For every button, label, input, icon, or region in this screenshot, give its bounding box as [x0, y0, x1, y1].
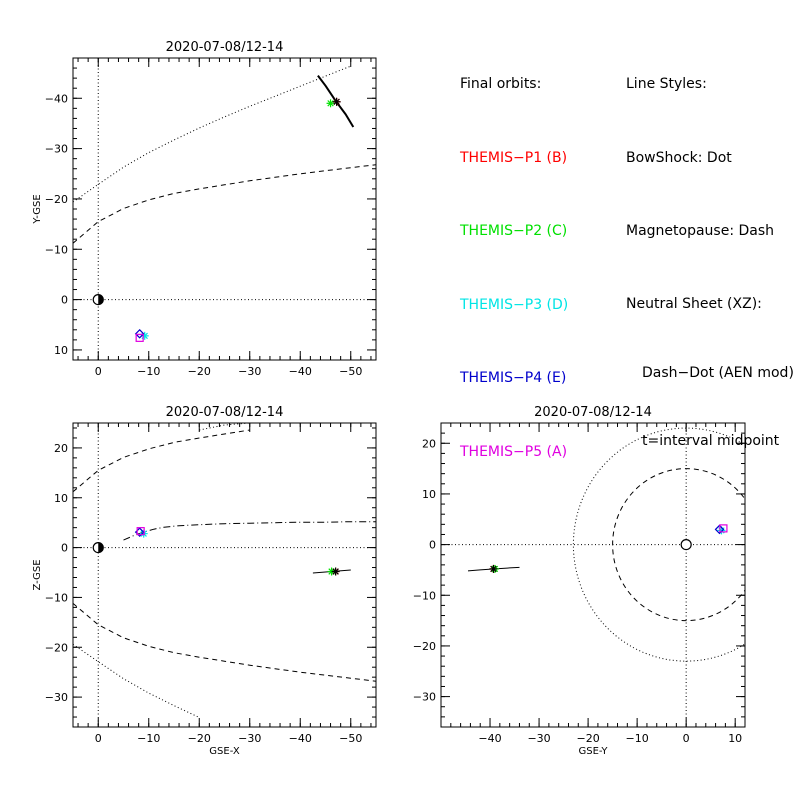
bowshock-upper: [199, 423, 250, 431]
earth-icon: [680, 538, 692, 551]
y-tick-label: 0: [429, 539, 436, 552]
legend-neutral-detail: Dash−Dot (AEN mod): [642, 364, 794, 381]
x-tick-label: −20: [576, 732, 599, 745]
neutral-sheet: [123, 521, 376, 541]
magnetopause-circle: [612, 468, 745, 622]
x-tick-label: −30: [527, 732, 550, 745]
probe-p4-marker: [714, 524, 725, 535]
y-tick-label: −10: [413, 589, 436, 602]
magnetopause-upper: [73, 429, 250, 493]
x-tick-label: −10: [137, 365, 160, 378]
legend-magnetopause: Magnetopause: Dash: [626, 223, 775, 239]
y-tick-label: −10: [45, 591, 68, 604]
earth-outline: [680, 538, 692, 551]
y-tick-label: −10: [45, 243, 68, 256]
legend-probe-p2: THEMIS−P2 (C): [460, 223, 568, 239]
x-tick-label: −10: [626, 732, 649, 745]
panel-title: 2020-07-08/12-14: [534, 405, 652, 420]
y-tick-label: −30: [45, 691, 68, 704]
magnetopause-lower: [73, 603, 376, 682]
x-axis-label: GSE-X: [209, 746, 240, 757]
legend-interval-note: t=interval midpoint: [642, 432, 780, 449]
plot-area: [73, 58, 376, 360]
y-tick-label: −30: [413, 691, 436, 704]
y-tick-label: −30: [45, 143, 68, 156]
y-tick-label: −40: [45, 92, 68, 105]
plot-frame: [72, 422, 377, 728]
orbit-track-marker: [489, 564, 498, 573]
panel-title: 2020-07-08/12-14: [166, 405, 284, 420]
x-tick-label: 10: [728, 732, 742, 745]
x-tick-label: −40: [289, 365, 312, 378]
legend-neutral-sheet: Neutral Sheet (XZ):: [626, 295, 762, 312]
panel-3: −40 −30 −20 −10 0 10 20 10 0 −10 −20 −30 2020-07-08/…: [413, 405, 746, 757]
panel-1: 0 −10 −20 −30 −40 −50 10 0 −10 −20 −30 −40 2020-07-0…: [32, 40, 377, 378]
orbit-track-marker: [331, 567, 340, 576]
x-axis-label: GSE-Y: [579, 746, 609, 757]
x-tick-label: −40: [478, 732, 501, 745]
earth-icon: [92, 294, 104, 306]
legend-line-styles: Line Styles: BowShock: Dot Magnetopause:…: [626, 23, 794, 475]
y-tick-label: 20: [54, 442, 68, 455]
x-tick-label: −10: [137, 732, 160, 745]
legend-orbits-title: Final orbits:: [460, 76, 542, 92]
earth-icon: [92, 541, 104, 554]
bowshock: [73, 65, 351, 203]
plot-area: [73, 423, 376, 727]
y-tick-label: 10: [54, 344, 68, 357]
probe-p5-marker: [136, 527, 145, 536]
y-axis-label: Z-GSE: [32, 559, 43, 590]
probe-p5-marker: [719, 524, 728, 533]
x-tick-label: −30: [238, 732, 261, 745]
y-tick-label: −20: [413, 640, 436, 653]
y-tick-label: 10: [422, 488, 436, 501]
magnetopause: [73, 164, 376, 244]
legend-styles-title: Line Styles:: [626, 76, 707, 92]
x-tick-label: −50: [339, 365, 362, 378]
legend-final-orbits: Final orbits: THEMIS−P1 (B) THEMIS−P2 (C…: [460, 23, 568, 489]
y-tick-label: −20: [45, 193, 68, 206]
y-tick-label: −20: [45, 641, 68, 654]
bowshock-lower: [73, 643, 200, 718]
legend-probe-p3: THEMIS−P3 (D): [460, 296, 569, 313]
x-tick-label: 0: [95, 732, 102, 745]
y-tick-label: 20: [422, 437, 436, 450]
x-tick-label: 0: [683, 732, 690, 745]
x-tick-label: −20: [188, 365, 211, 378]
legend-probe-p4: THEMIS−P4 (E): [460, 370, 567, 386]
y-tick-label: 0: [61, 542, 68, 555]
probe-p4-marker: [134, 328, 145, 339]
x-tick-label: −50: [339, 732, 362, 745]
probe-p2-marker: [326, 99, 335, 108]
earth-night-side: [98, 542, 104, 553]
probe-p5-marker: [135, 333, 144, 342]
earth-night-side: [98, 294, 104, 305]
orbit-track-marker: [332, 97, 341, 106]
y-tick-label: 0: [61, 294, 68, 307]
legend-probe-p5: THEMIS−P5 (A): [460, 443, 568, 460]
y-axis-label: Y-GSE: [32, 194, 43, 224]
legend-probe-p1: THEMIS−P1 (B): [460, 149, 568, 166]
y-tick-label: 10: [54, 492, 68, 505]
panel-2: 0 −10 −20 −30 −40 −50 20 10 0 −10 −20 −30 2020-07-08…: [32, 405, 377, 757]
x-tick-label: −40: [289, 732, 312, 745]
x-tick-label: −20: [188, 732, 211, 745]
x-tick-label: −30: [238, 365, 261, 378]
x-tick-label: 0: [95, 365, 102, 378]
legend-bowshock: BowShock: Dot: [626, 149, 732, 166]
panel-title: 2020-07-08/12-14: [166, 40, 284, 55]
